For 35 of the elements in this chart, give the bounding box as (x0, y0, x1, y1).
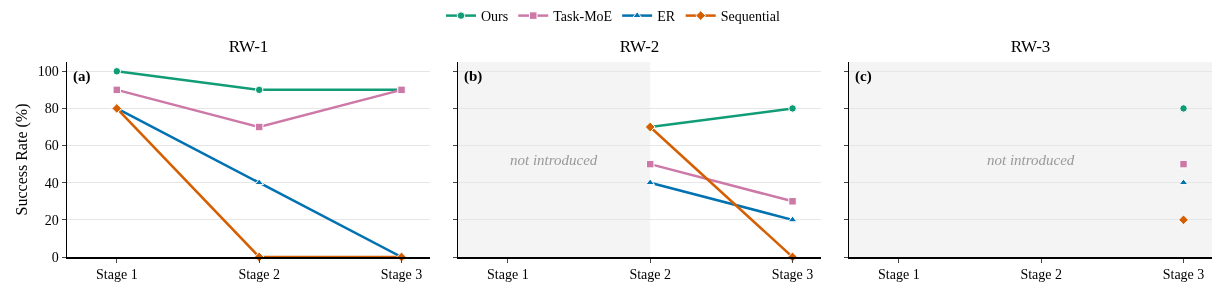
x-tick-label: Stage 2 (238, 267, 280, 283)
point (112, 67, 122, 76)
y-tick-label: 80 (44, 101, 59, 117)
point (254, 85, 264, 95)
point (112, 85, 122, 95)
annotation: (b) (464, 68, 483, 85)
y-axis-title: Success Rate (%) (12, 103, 31, 216)
legend-label: Sequential (720, 9, 780, 25)
point (788, 104, 797, 113)
legend-label: ER (657, 9, 676, 25)
band-label: not introduced (510, 152, 598, 168)
legend-label: Ours (481, 9, 509, 25)
x-tick-label: Stage 2 (1020, 267, 1062, 283)
point (645, 159, 655, 169)
y-tick-label: 20 (44, 212, 59, 228)
point (788, 197, 797, 206)
x-tick-label: Stage 3 (1162, 267, 1205, 283)
annotation: (c) (855, 68, 872, 85)
x-tick-label: Stage 2 (629, 267, 671, 283)
point (254, 122, 264, 132)
x-tick-label: Stage 1 (878, 267, 920, 283)
x-tick-label: Stage 3 (380, 267, 423, 283)
y-tick-label: 0 (51, 249, 59, 265)
chart-title: RW-1 (228, 36, 269, 56)
legend-label: Task-MoE (553, 9, 613, 25)
x-tick-label: Stage 1 (487, 267, 529, 283)
band-label: not introduced (987, 152, 1075, 168)
chart-title: RW-2 (619, 36, 660, 56)
y-tick-label: 60 (44, 138, 59, 154)
x-tick-label: Stage 1 (96, 267, 138, 283)
chart-title: RW-3 (1010, 36, 1051, 56)
y-tick-label: 40 (44, 175, 59, 191)
y-tick-label: 100 (37, 64, 59, 80)
annotation: (a) (73, 68, 91, 85)
x-tick-label: Stage 3 (771, 267, 814, 283)
